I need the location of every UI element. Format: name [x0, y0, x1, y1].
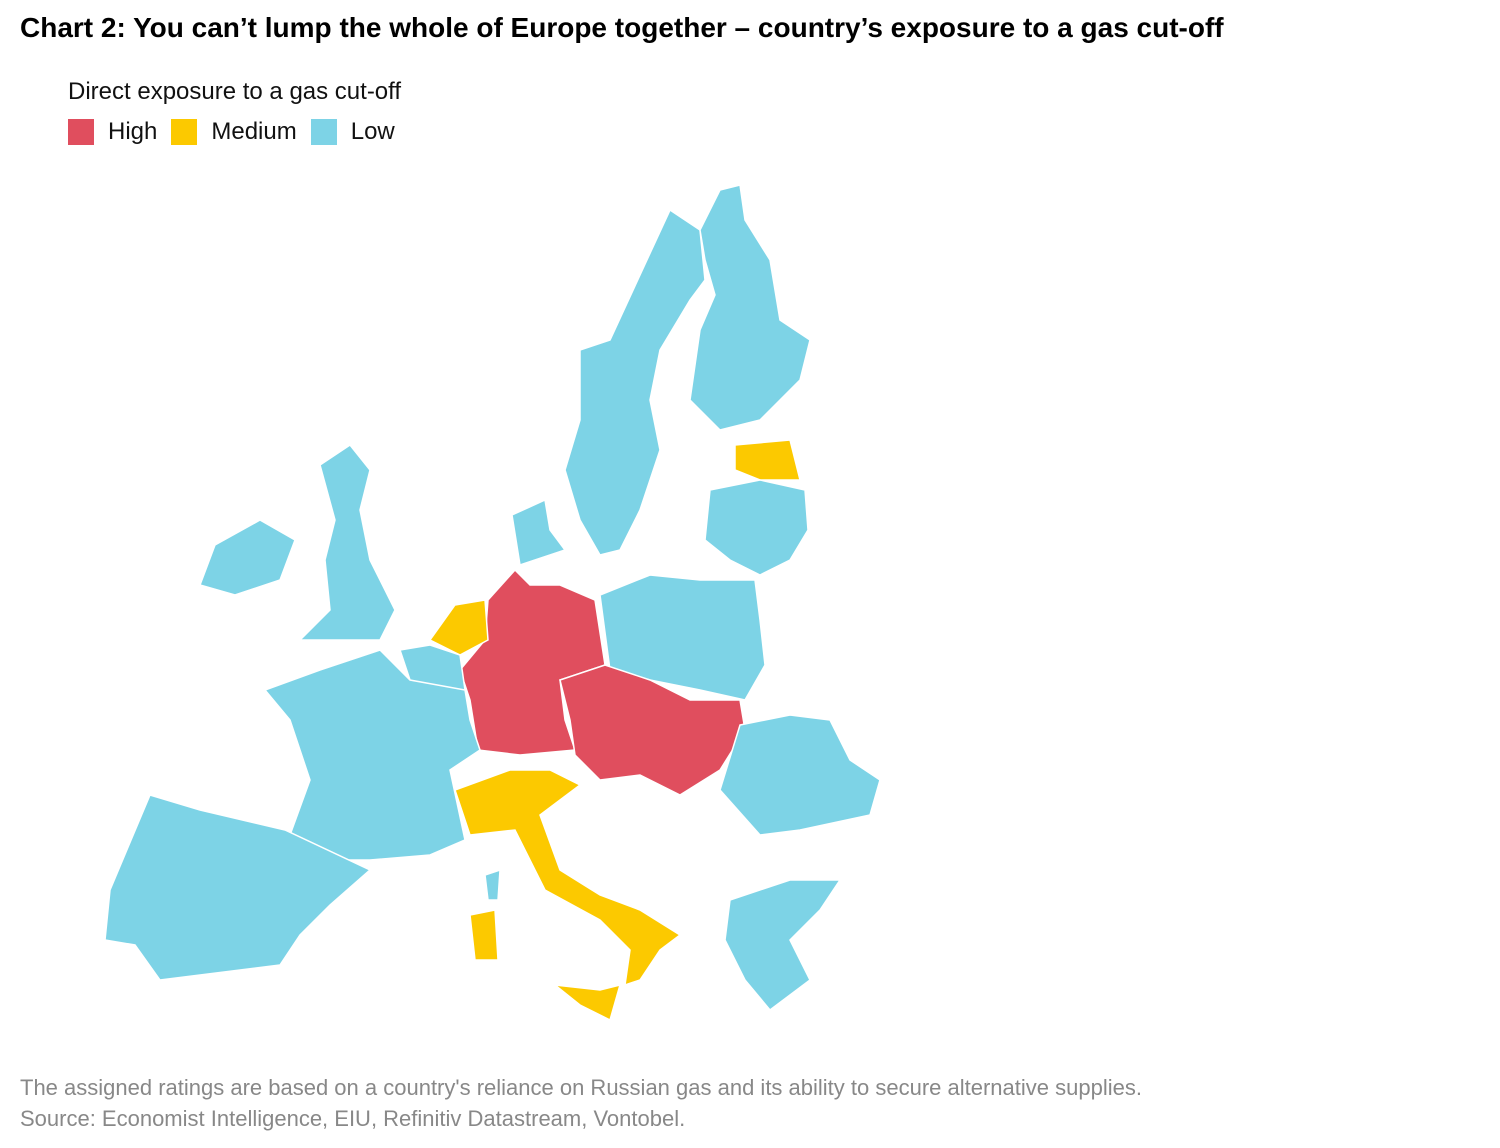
country [564, 208, 706, 556]
country [484, 868, 501, 901]
country [454, 769, 682, 987]
country [263, 649, 481, 861]
footnote: The assigned ratings are based on a coun… [20, 1072, 1142, 1134]
legend: High Medium Low [68, 118, 409, 146]
country [734, 439, 801, 481]
legend-swatch [171, 119, 198, 145]
country [689, 184, 811, 431]
legend-title: Direct exposure to a gas cut-off [68, 78, 402, 105]
legend-swatch [310, 119, 337, 145]
country [724, 879, 842, 1012]
country [469, 909, 499, 961]
legend-item: Low [310, 118, 395, 146]
country [428, 599, 489, 656]
country [298, 443, 396, 641]
footnote-line: The assigned ratings are based on a coun… [20, 1075, 1142, 1100]
legend-item: High [68, 118, 157, 146]
country [559, 664, 746, 796]
country [511, 498, 567, 566]
legend-swatch [68, 119, 94, 145]
country [199, 519, 296, 596]
legend-label: High [108, 118, 158, 145]
country [719, 714, 881, 836]
footnote-line: Source: Economist Intelligence, EIU, Ref… [20, 1106, 686, 1131]
country [104, 794, 372, 981]
legend-label: Medium [211, 118, 297, 145]
legend-item: Medium [171, 118, 297, 146]
country [704, 479, 809, 576]
legend-label: Low [350, 118, 395, 145]
title: Chart 2: You can’t lump the whole of Eur… [20, 12, 1224, 43]
country [552, 983, 622, 1022]
